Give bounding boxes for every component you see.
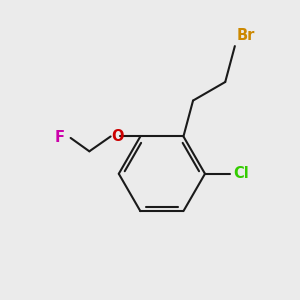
Text: F: F (55, 130, 65, 146)
Text: Cl: Cl (233, 166, 249, 181)
Text: Br: Br (236, 28, 255, 43)
Text: O: O (111, 129, 123, 144)
